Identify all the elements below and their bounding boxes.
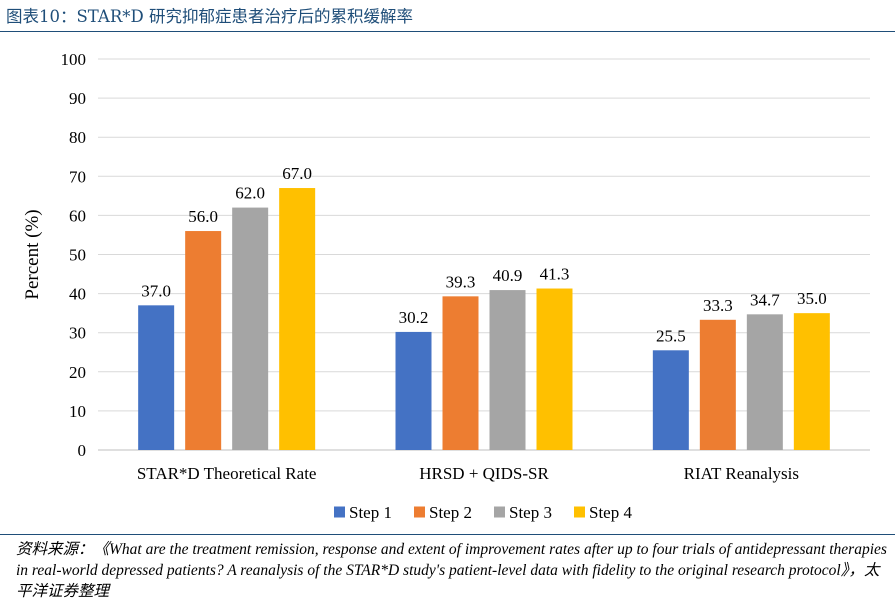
legend-swatch (494, 506, 505, 518)
bar (395, 331, 432, 450)
legend-label: Step 1 (349, 503, 392, 522)
bar (442, 296, 479, 450)
bar (793, 313, 830, 450)
bar (699, 319, 736, 450)
bar-value-label: 30.2 (399, 308, 429, 327)
bar-value-label: 41.3 (540, 265, 570, 284)
bar (185, 231, 222, 450)
title-rule (0, 31, 895, 32)
y-tick-label: 100 (61, 50, 87, 69)
bar-value-label: 67.0 (282, 164, 312, 183)
legend-label: Step 4 (589, 503, 632, 522)
figure-title: 图表10：STAR*D 研究抑郁症患者治疗后的累积缓解率 (6, 7, 413, 26)
bar (232, 207, 269, 450)
bar (138, 305, 175, 450)
bar (489, 290, 526, 450)
bar-value-label: 39.3 (446, 272, 476, 291)
y-tick-label: 40 (69, 285, 86, 304)
source-rule (0, 534, 895, 535)
y-tick-label: 0 (78, 441, 87, 460)
y-tick-label: 80 (69, 128, 86, 147)
y-tick-label: 30 (69, 324, 86, 343)
bar-value-label: 25.5 (656, 326, 686, 345)
y-tick-label: 60 (69, 206, 86, 225)
bar-value-label: 33.3 (703, 296, 733, 315)
bar-value-label: 40.9 (493, 266, 523, 285)
bar-value-label: 37.0 (141, 281, 171, 300)
bar (279, 188, 316, 450)
y-tick-label: 70 (69, 167, 86, 186)
bar (746, 314, 783, 450)
bar-value-label: 35.0 (797, 289, 827, 308)
y-axis-title: Percent (%) (22, 209, 43, 299)
y-tick-label: 10 (69, 402, 86, 421)
legend-label: Step 3 (509, 503, 552, 522)
legend-label: Step 2 (429, 503, 472, 522)
y-tick-label: 90 (69, 89, 86, 108)
x-category-label: HRSD + QIDS-SR (419, 464, 549, 483)
legend-swatch (414, 506, 425, 518)
source-note: 资料来源：《What are the treatment remission, … (16, 541, 887, 600)
legend-swatch (334, 506, 345, 518)
bar-value-label: 34.7 (750, 290, 780, 309)
x-category-label: STAR*D Theoretical Rate (137, 464, 317, 483)
y-tick-label: 20 (69, 363, 86, 382)
bar-value-label: 62.0 (235, 184, 265, 203)
bar (652, 350, 689, 450)
x-category-label: RIAT Reanalysis (684, 464, 799, 483)
bar-value-label: 56.0 (188, 207, 218, 226)
bar (536, 288, 573, 450)
y-tick-label: 50 (69, 246, 86, 265)
legend-swatch (574, 506, 585, 518)
